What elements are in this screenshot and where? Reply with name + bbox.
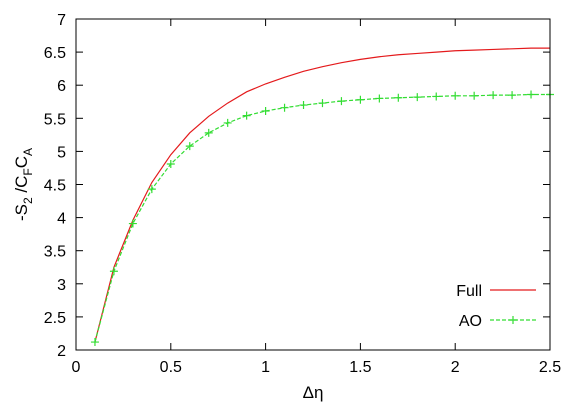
y-tick-label: 6 (57, 78, 66, 95)
x-tick-label: 0.5 (160, 359, 182, 376)
x-tick-label: 0 (72, 359, 81, 376)
y-axis-title-part: F (21, 168, 35, 175)
data-point-marker (90, 338, 99, 347)
data-point-marker (413, 93, 422, 102)
y-tick-label: 5.5 (44, 111, 66, 128)
data-point-marker (147, 185, 156, 194)
x-tick-label: 2.5 (539, 359, 561, 376)
data-point-marker (489, 91, 498, 100)
data-point-marker (356, 95, 365, 104)
data-point-marker (451, 91, 460, 100)
series-line-full (94, 47, 550, 343)
legend: Full AO (456, 283, 536, 330)
y-axis-title: -S2 /CFCA (12, 148, 35, 221)
y-tick-label: 3 (57, 277, 66, 294)
y-axis-title-part: /C (12, 176, 31, 198)
data-point-marker (242, 111, 251, 120)
y-tick-label: 3.5 (44, 244, 66, 261)
data-point-marker (280, 103, 289, 112)
data-point-marker (394, 93, 403, 102)
y-tick-label: 2.5 (44, 310, 66, 327)
data-point-marker (166, 159, 175, 168)
series-ao (90, 90, 554, 347)
data-point-marker (299, 101, 308, 110)
data-point-marker (337, 97, 346, 106)
x-axis-title: Δη (303, 383, 324, 402)
data-point-marker (109, 267, 118, 276)
data-point-marker (185, 142, 194, 151)
legend-item-full: Full (456, 283, 536, 300)
y-tick-label: 4.5 (44, 178, 66, 195)
y-axis-title-part: A (21, 148, 35, 156)
data-point-marker (128, 219, 137, 228)
data-point-marker (527, 90, 536, 99)
data-point-marker (318, 99, 327, 108)
data-point-marker (432, 92, 441, 101)
y-tick-label: 4 (57, 211, 66, 228)
y-axis-title-part: 2 (21, 197, 35, 204)
series-full (94, 47, 550, 343)
legend-label: Full (456, 283, 482, 300)
y-tick-label: 2 (57, 343, 66, 360)
legend-item-ao: AO (459, 313, 536, 330)
y-tick-label: 6.5 (44, 45, 66, 62)
data-point-marker (261, 107, 270, 116)
x-tick-label: 2 (451, 359, 460, 376)
series-line-ao (94, 93, 550, 343)
legend-label: AO (459, 313, 482, 330)
series-layer (90, 47, 554, 347)
y-tick-label: 7 (57, 12, 66, 29)
x-tick-label: 1.5 (349, 359, 371, 376)
data-point-marker (223, 118, 232, 127)
y-axis-title-part: -S (12, 204, 31, 221)
x-tick-label: 1 (261, 359, 270, 376)
data-point-marker (204, 128, 213, 137)
data-point-marker (375, 94, 384, 103)
y-tick-label: 5 (57, 144, 66, 161)
plot-frame (75, 18, 551, 351)
axis-tick-labels: 0 0.5 1 1.5 2 2.5 2 2.5 3 3.5 4 4.5 5 5.5 6 6.5 7 (44, 12, 561, 376)
data-point-marker (470, 91, 479, 100)
data-point-marker (508, 91, 517, 100)
data-point-marker (509, 316, 517, 324)
y-axis-title-part: C (12, 156, 31, 168)
